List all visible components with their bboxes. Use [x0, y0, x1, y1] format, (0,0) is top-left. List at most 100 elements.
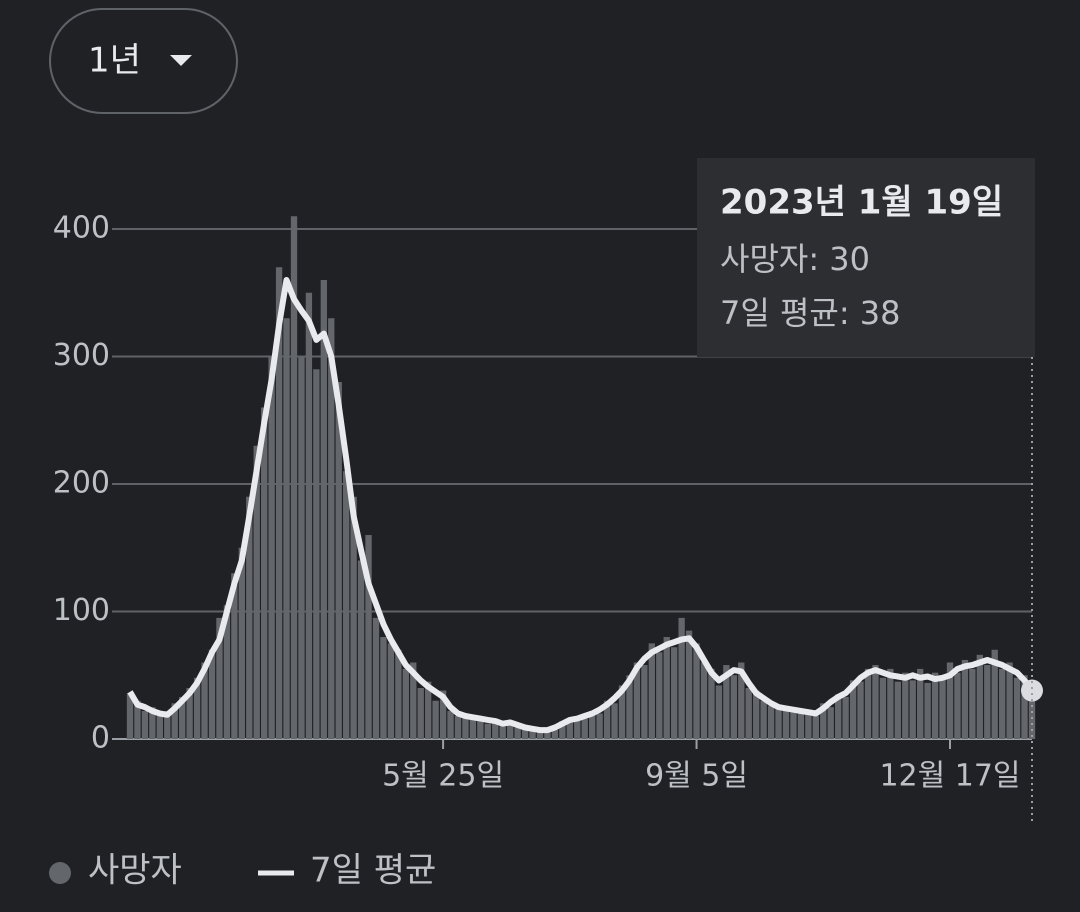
- tooltip-line: 7일 평균: 38: [720, 294, 901, 332]
- bar: [559, 721, 566, 739]
- bar: [477, 716, 484, 739]
- bar: [313, 369, 320, 739]
- bar: [350, 496, 357, 739]
- bar: [231, 573, 238, 739]
- bar: [589, 710, 596, 739]
- tooltip-title: 2023년 1월 19일: [720, 183, 1003, 223]
- bar: [611, 703, 618, 739]
- bar: [492, 718, 499, 739]
- bar: [581, 718, 588, 739]
- bar: [283, 318, 290, 739]
- bar: [820, 703, 827, 739]
- y-tick-label: 300: [53, 338, 110, 373]
- bar: [328, 318, 335, 739]
- bar: [685, 630, 693, 739]
- bar: [656, 652, 663, 739]
- tooltip: 2023년 1월 19일 사망자: 30 7일 평균: 38: [697, 158, 1035, 357]
- hover-dot: [1021, 679, 1043, 702]
- bar: [1028, 700, 1036, 739]
- bar: [842, 696, 849, 739]
- bar: [343, 471, 350, 739]
- bar: [536, 728, 544, 739]
- tooltip-box: [697, 158, 1035, 357]
- bar: [521, 726, 529, 739]
- bar: [708, 668, 715, 739]
- bar: [164, 710, 171, 739]
- legend-label: 7일 평균: [310, 851, 436, 891]
- bar: [879, 677, 887, 739]
- bar: [223, 605, 231, 739]
- bar: [782, 710, 790, 739]
- bar: [931, 672, 939, 739]
- bar: [447, 710, 454, 739]
- bar: [797, 713, 805, 739]
- plot: 0 100 200 300 400 5월 25일 9월 5일 12월 17일: [53, 211, 1043, 794]
- bar: [902, 672, 909, 739]
- bar: [261, 407, 268, 739]
- bar: [693, 643, 700, 739]
- bar: [745, 688, 752, 739]
- bar: [141, 710, 149, 739]
- y-tick-label: 0: [91, 721, 110, 756]
- bar: [618, 685, 626, 739]
- bar: [290, 216, 298, 739]
- x-tick-label: 12월 17일: [879, 759, 1020, 794]
- bar: [335, 382, 342, 739]
- legend-marker: [49, 862, 71, 884]
- bar: [626, 675, 633, 739]
- bar: [387, 643, 395, 739]
- legend-label: 사망자: [88, 851, 182, 891]
- bar: [1021, 675, 1028, 739]
- bar: [201, 662, 208, 739]
- bar: [805, 709, 812, 739]
- bar: [999, 668, 1006, 739]
- bar: [991, 649, 998, 739]
- bar: [372, 617, 380, 739]
- bar: [179, 696, 186, 739]
- bar: [864, 668, 872, 739]
- bar: [678, 617, 685, 739]
- bar: [246, 496, 253, 739]
- bar: [425, 681, 432, 739]
- range-button[interactable]: 1년: [49, 8, 238, 114]
- bar: [454, 716, 462, 739]
- bar: [469, 719, 477, 739]
- bar: [365, 535, 372, 739]
- y-tick-label: 200: [53, 466, 110, 501]
- bar: [514, 727, 521, 739]
- bar: [671, 647, 678, 739]
- bar: [149, 707, 156, 739]
- bar: [499, 726, 506, 739]
- bar: [566, 722, 573, 739]
- x-tick-label: 5월 25일: [382, 759, 504, 794]
- bar: [193, 677, 201, 739]
- bar: [976, 654, 983, 739]
- bar: [1013, 677, 1021, 739]
- dropdown-arrow[interactable]: [170, 55, 192, 66]
- avg-line: [127, 277, 1035, 734]
- bar: [730, 675, 737, 739]
- bar: [857, 681, 864, 739]
- bar: [753, 690, 760, 739]
- bar: [544, 731, 551, 739]
- bar: [507, 721, 514, 739]
- x-tick-label: 9월 5일: [645, 759, 748, 794]
- bar: [596, 713, 603, 739]
- bar: [700, 662, 708, 739]
- bar: [812, 716, 819, 739]
- bar: [924, 682, 931, 739]
- bar: [663, 637, 670, 739]
- bar: [126, 693, 134, 739]
- button-border[interactable]: [49, 8, 238, 114]
- bar: [641, 665, 648, 739]
- y-tick-label: 100: [53, 593, 110, 628]
- bar: [395, 649, 402, 739]
- bar: [723, 665, 730, 739]
- button-label[interactable]: 1년: [88, 41, 141, 81]
- bar: [410, 662, 417, 739]
- bar: [775, 704, 782, 739]
- bar: [954, 672, 961, 739]
